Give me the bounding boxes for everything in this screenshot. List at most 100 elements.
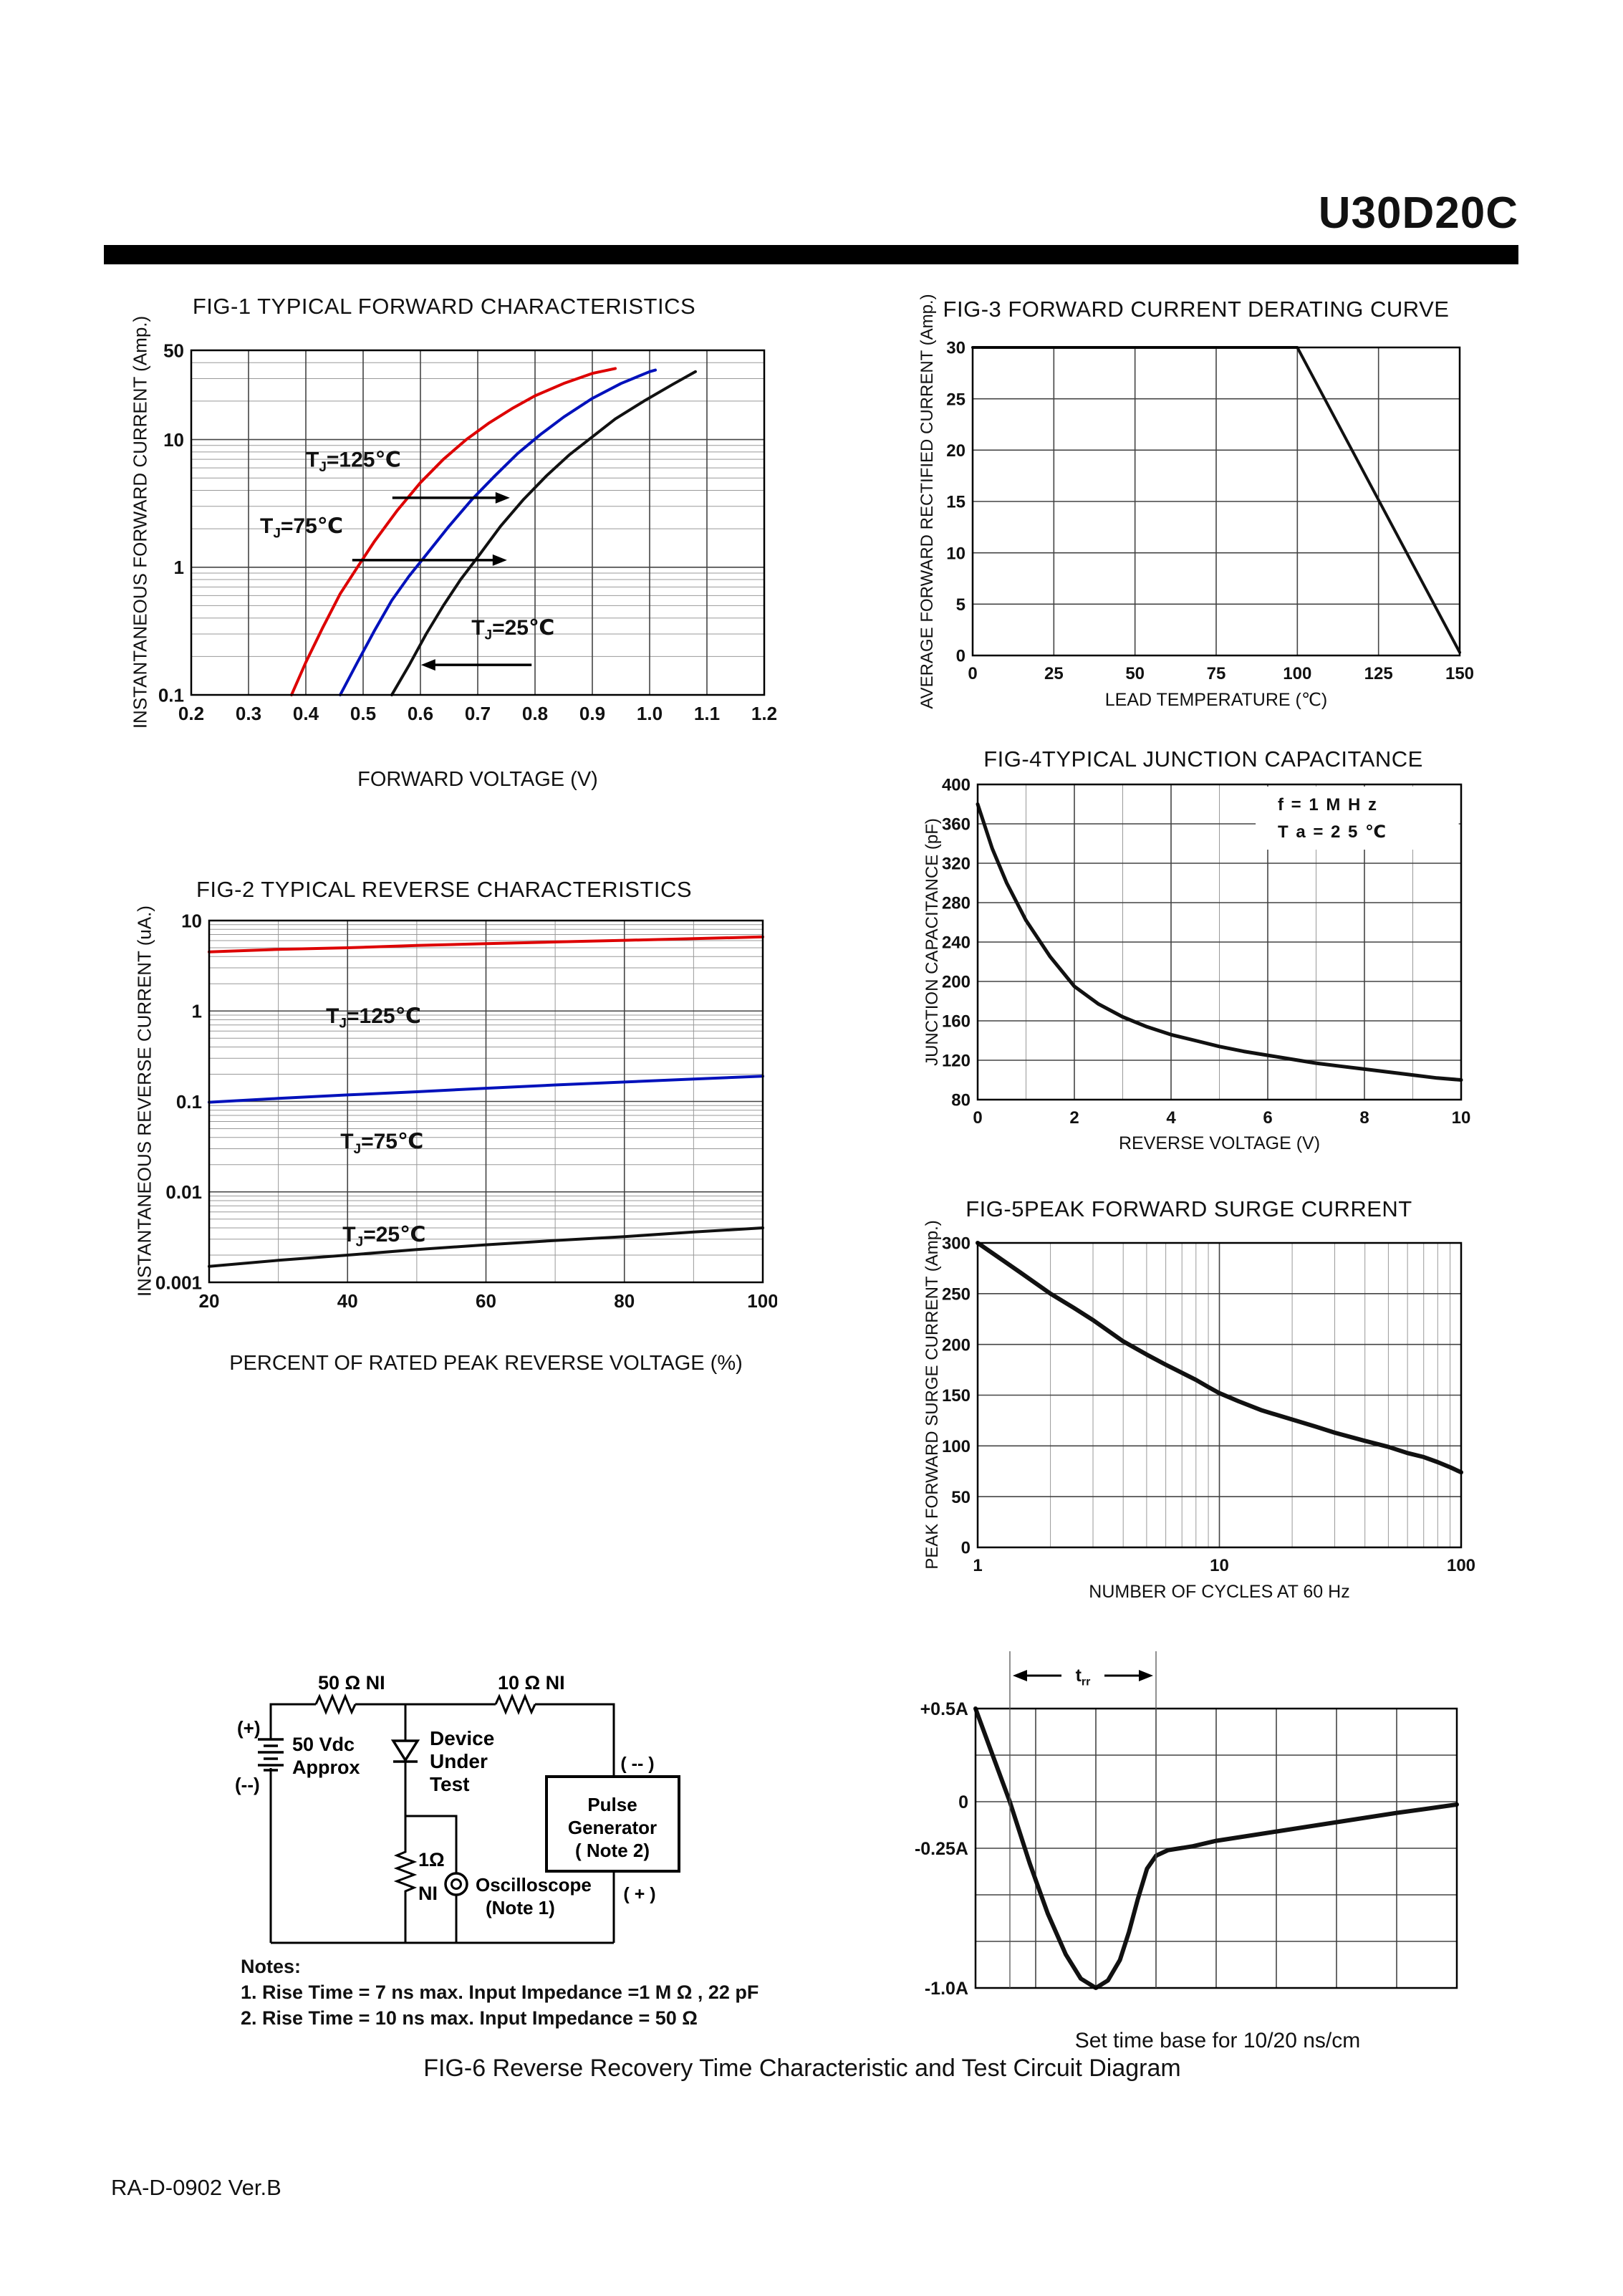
chart-canvas: 0.2 0.3 0.4 0.5 0.6 0.7 0.8 0.9 1.0 1.1 1.2 50 10 1 0.… [158,340,777,724]
chart-canvas: 1 10 100 0 50 100 150 200 250 300 [942,1234,1475,1575]
wire [269,1703,316,1739]
oscilloscope-icon-inner [451,1878,462,1890]
y-tick-label: 360 [942,815,971,835]
x-tick-label: 0.3 [236,703,261,724]
legend-entry: T a = 2 5 ℃ [1278,822,1387,842]
x-tick-label: 2 [1069,1108,1079,1128]
y-tick-label: 100 [942,1437,971,1456]
diode-icon [390,1739,420,1763]
x-tick-label: 0.4 [293,703,319,724]
y-tick-label: 120 [942,1052,971,1071]
pointer-arrowhead [1139,1670,1153,1681]
fig4-x-axis-label: REVERSE VOLTAGE (V) [1118,1133,1321,1153]
pulse-generator-label-3: ( Note 2) [575,1840,650,1861]
y-tick-label: 5 [956,595,965,615]
resistor-10ohm-label: 10 Ω NI [498,1672,565,1694]
plot-border [974,1707,1458,1989]
fig2-x-axis-label: PERCENT OF RATED PEAK REVERSE VOLTAGE (%… [229,1352,743,1375]
header-rule [104,245,1518,264]
resistor-1ohm-icon [393,1850,418,1893]
x-tick-label: 1.2 [751,703,777,724]
series-TJ=75C [339,368,657,696]
plot-border [976,783,1463,1101]
y-tick-label: 1 [174,557,184,578]
dut-label-2: Under [430,1750,488,1772]
time-base-note: Set time base for 10/20 ns/cm [1074,2029,1361,2052]
page-title: U30D20C [1318,188,1518,238]
x-tick-label: 100 [747,1290,777,1312]
fig1-title: FIG-1 TYPICAL FORWARD CHARACTERISTICS [192,294,696,319]
y-tick-label: 280 [942,894,971,913]
pulse-generator-label-2: Generator [568,1817,657,1838]
pointer-arrowhead [420,659,435,671]
curve-label: TJ=75℃ [340,1130,423,1157]
y-tick-label: 0 [958,1792,968,1812]
curve-label: TJ=25℃ [342,1223,425,1250]
oscilloscope-note-label: (Note 1) [486,1897,555,1918]
chart-canvas: 0 25 50 75 100 125 150 0 5 10 15 20 25 30 [946,339,1474,683]
fig1-y-axis-label: INSTANTANEOUS FORWARD CURRENT (Amp.) [129,315,151,729]
fig3-y-axis-label: AVERAGE FORWARD RECTIFIED CURRENT (Amp.) [918,294,937,709]
fig5-y-axis-label: PEAK FORWARD SURGE CURRENT (Amp.) [923,1220,942,1570]
y-tick-label: 250 [942,1284,971,1304]
y-tick-label: 10 [946,544,965,563]
chart-canvas: 20 40 60 80 100 10 1 0.1 0.01 0.001 TJ=125℃ TJ=75℃ T… [155,910,777,1312]
generator-neg-label: ( -- ) [620,1754,654,1774]
y-tick-label: 1 [192,1001,202,1022]
supply-label-2: Approx [292,1757,360,1778]
curve-label: trr [1076,1666,1091,1689]
resistor-1ohm-label: 1Ω [418,1849,445,1870]
oscilloscope-label: Oscilloscope [476,1874,592,1896]
y-tick-label: 0 [956,647,965,666]
chart-canvas: 0 2 4 6 8 10 80 120 160 200 240 280 320 360 400 f = 1 M… [942,776,1470,1128]
series-TJ=125C [290,367,617,696]
notes-title: Notes: [241,1956,302,1977]
resistor-10ohm-icon [494,1694,536,1715]
x-tick-label: 40 [337,1290,358,1312]
resistor-1ohm-ni-label: NI [418,1883,438,1904]
fig4-title: FIG-4TYPICAL JUNCTION CAPACITANCE [983,746,1423,772]
fig3-chart: 0 25 50 75 100 125 150 0 5 10 15 20 25 30 [923,326,1474,698]
y-tick-label: -0.25A [915,1839,968,1859]
legend-box [1256,787,1459,850]
x-tick-label: 75 [1207,664,1226,683]
pointer-arrowhead [1012,1670,1027,1681]
fig3-x-axis-label: LEAD TEMPERATURE (℃) [1104,690,1328,710]
pulse-generator-label-1: Pulse [587,1794,637,1815]
generator-pos-label: ( + ) [623,1884,655,1904]
chart-canvas: +0.5A 0 -0.25A -1.0A trr [915,1651,1459,1999]
y-tick-label: 160 [942,1012,971,1032]
battery-plus-label: (+) [237,1717,261,1739]
x-tick-label: 0.8 [522,703,548,724]
fig6-waveform-chart: +0.5A 0 -0.25A -1.0A trr [915,1641,1471,2002]
battery-icon [258,1738,284,1772]
y-tick-label: 30 [946,339,965,358]
x-tick-label: 150 [1445,664,1474,683]
y-tick-label: 50 [951,1488,971,1507]
wire [535,1703,615,1777]
x-tick-label: 0 [973,1108,982,1128]
y-tick-label: 150 [942,1386,971,1406]
x-tick-label: 8 [1359,1108,1369,1128]
fig2-title: FIG-2 TYPICAL REVERSE CHARACTERISTICS [196,877,693,902]
curve-label: TJ=125℃ [326,1004,421,1032]
fig1-x-axis-label: FORWARD VOLTAGE (V) [357,768,598,791]
y-tick-label: 200 [942,1335,971,1355]
plot-border [976,1241,1463,1549]
y-tick-label: 0.1 [158,684,184,706]
fig3-title: FIG-3 FORWARD CURRENT DERATING CURVE [943,297,1450,322]
y-tick-label: 0.01 [165,1181,202,1203]
fig4-y-axis-label: JUNCTION CAPACITANCE (pF) [923,818,942,1066]
y-tick-label: 15 [946,493,965,512]
y-tick-label: 80 [951,1091,971,1110]
fig5-title: FIG-5PEAK FORWARD SURGE CURRENT [965,1196,1412,1221]
fig6-caption: FIG-6 Reverse Recovery Time Characterist… [423,2055,1181,2082]
x-tick-label: 0.5 [350,703,376,724]
resistor-50ohm-icon [314,1694,357,1715]
fig2-y-axis-label: INSTANTANEOUS REVERSE CURRENT (uA.) [133,905,155,1297]
y-tick-label: 25 [946,390,965,409]
legend-entry: f = 1 M H z [1278,795,1378,815]
plot-border [208,919,764,1284]
x-tick-label: 80 [614,1290,635,1312]
